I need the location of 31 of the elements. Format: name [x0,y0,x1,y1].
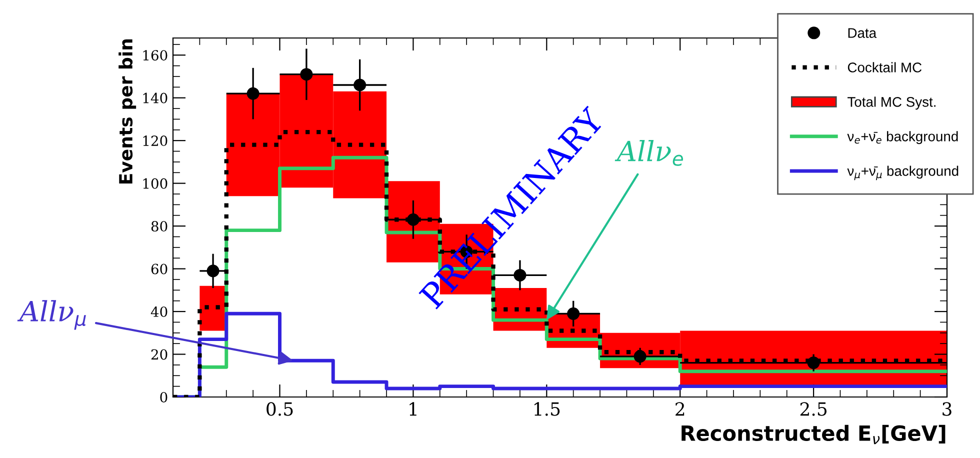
point [246,87,260,100]
x-tick-label: 2.5 [800,402,827,416]
y-tick-label: 0 [160,392,168,402]
y-tick-label: 60 [151,264,168,274]
y-tick-label: 40 [150,306,168,317]
y-tick-label: 100 [143,178,168,189]
annotation: Allν$_{μ}$ [17,300,86,330]
point [354,78,366,92]
point [406,213,420,226]
y-tick-label: 140 [143,92,168,104]
y-tick-label: 160 [143,50,168,61]
legend-label: Total MC Syst. [848,96,936,110]
legend-label: ν$_{μ}$+ν̄$_{μ}$ background [847,166,958,180]
point [300,68,313,81]
legend-label: Data [848,28,877,38]
y-tick-label: 20 [151,349,168,360]
y-tick-label: 120 [143,136,168,146]
x-axis-title: Reconstructed E$_{ν}$[GeV] [682,424,946,444]
y-tick-label: 80 [151,221,168,232]
point [206,264,220,278]
x-tick-label: 3 [942,402,952,416]
x-tick-label: 0.5 [266,402,293,416]
x-tick-label: 2 [676,402,684,416]
y-axis-title: Events per bin [118,39,136,184]
legend-label: Cocktail MC [848,62,922,72]
point [807,356,820,370]
annotation: Allν$_{e}$ [614,140,684,166]
x-tick-label: 1 [410,402,416,416]
legend-label: ν$_{e}$+ν̄$_{e}$ background [847,131,958,144]
point [634,350,646,363]
x-tick-label: 1.5 [534,402,560,416]
